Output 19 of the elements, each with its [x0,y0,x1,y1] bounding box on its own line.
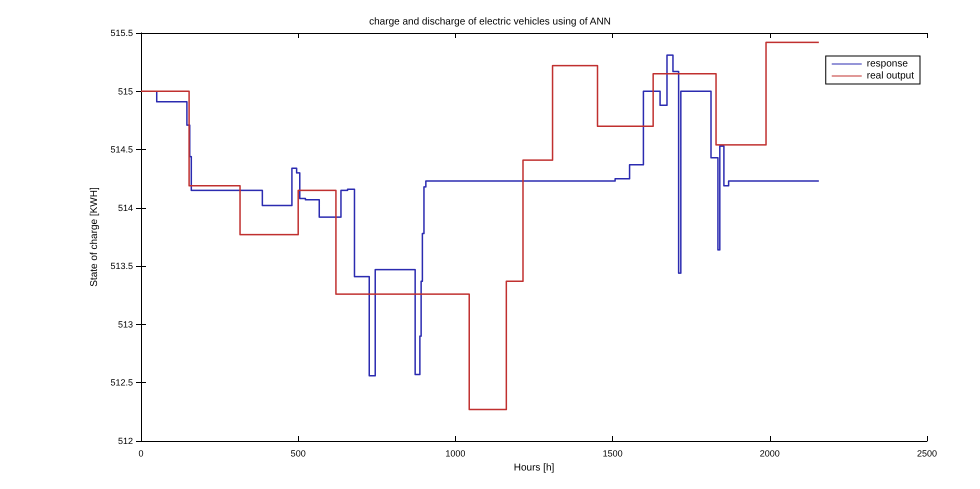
y-axis-title: State of charge [KWH] [89,187,100,287]
x-tick-label: 0 [138,448,144,458]
legend-label: response [866,58,908,70]
y-tick-label: 514 [118,202,133,213]
legend-label: real output [866,70,914,82]
chart-title: charge and discharge of electric vehicles using of ANN [369,16,611,28]
x-axis-title: Hours [h] [514,462,555,474]
y-tick-label: 514.5 [110,144,133,155]
x-tick-label: 1500 [602,448,623,458]
y-tick-label: 515 [118,86,133,96]
x-tick-label: 1000 [445,448,466,458]
y-tick-label: 512.5 [110,378,133,388]
x-tick-label: 2000 [760,448,780,458]
y-tick-label: 515.5 [110,28,133,38]
y-tick-label: 513.5 [110,261,133,272]
y-tick-label: 512 [118,436,133,446]
y-tick-label: 513 [118,319,133,330]
x-tick-label: 500 [290,448,306,458]
x-tick-label: 2500 [916,448,938,458]
